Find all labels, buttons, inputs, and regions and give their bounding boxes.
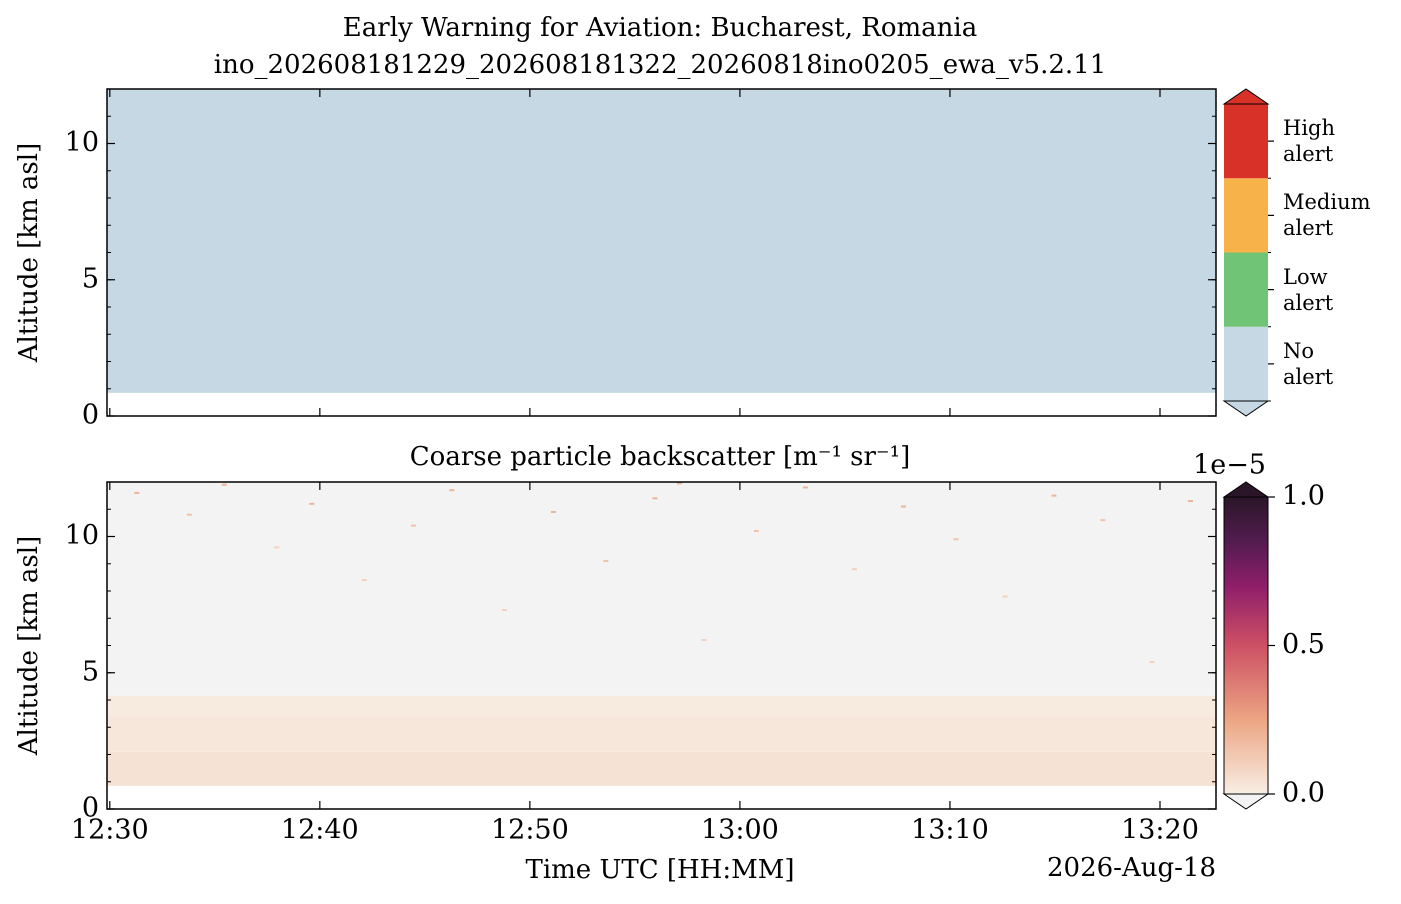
y-tick-label: 0 <box>82 400 99 431</box>
y-tick-label: 10 <box>65 520 99 551</box>
heatmap-cell <box>107 482 1216 696</box>
speckle <box>1100 519 1106 522</box>
y-axis-label: Altitude [km asl] <box>14 536 44 756</box>
y-axis-label: Altitude [km asl] <box>14 143 44 363</box>
speckle <box>1149 660 1155 663</box>
heatmap-cell <box>107 751 1216 786</box>
colorbar-label: Low alert <box>1283 264 1334 315</box>
speckle <box>1002 595 1008 598</box>
x-tick-label: 12:40 <box>281 815 359 846</box>
speckle <box>953 538 959 541</box>
speckle <box>1051 494 1057 497</box>
colorbar-extend <box>1222 400 1270 417</box>
chart-title: Coarse particle backscatter [m⁻¹ sr⁻¹] <box>410 442 910 472</box>
speckle <box>900 505 906 508</box>
date-label: 2026-Aug-18 <box>1047 853 1216 883</box>
heatmap-cell <box>107 695 1216 717</box>
speckle <box>309 502 315 505</box>
speckle <box>274 546 280 549</box>
x-tick-label: 12:50 <box>491 815 569 846</box>
chart-title: Early Warning for Aviation: Bucharest, R… <box>343 13 977 43</box>
speckle <box>501 609 507 612</box>
heatmap-cell <box>107 716 1216 752</box>
x-tick-label: 13:10 <box>911 815 989 846</box>
speckle <box>802 486 808 489</box>
colorbar-segment <box>1224 326 1268 401</box>
speckle <box>652 497 658 500</box>
speckle <box>1187 500 1193 503</box>
x-tick-label: 13:20 <box>1121 815 1199 846</box>
chart-subtitle: ino_202608181229_202608181322_20260818in… <box>214 50 1106 80</box>
speckle <box>676 482 682 485</box>
colorbar-gradient-bar <box>1224 497 1268 794</box>
colorbar-segment <box>1224 178 1268 253</box>
speckle <box>134 491 140 494</box>
heatmap-cell <box>107 89 1216 393</box>
colorbar-offset-label: 1e−5 <box>1193 450 1266 481</box>
colorbar-extend <box>1222 481 1270 498</box>
colorbar-label: No alert <box>1283 338 1334 389</box>
colorbar-tick-label: 1.0 <box>1282 481 1325 512</box>
speckle <box>361 579 367 582</box>
y-tick-label: 5 <box>82 263 99 294</box>
speckle <box>851 568 857 571</box>
speckle <box>753 530 759 533</box>
x-tick-label: 12:30 <box>71 815 149 846</box>
colorbar-label: Medium alert <box>1283 190 1371 241</box>
speckle <box>221 483 227 486</box>
speckle <box>410 524 416 527</box>
y-tick-label: 0 <box>82 793 99 824</box>
x-axis-label: Time UTC [HH:MM] <box>525 855 794 885</box>
y-tick-label: 5 <box>82 656 99 687</box>
speckle <box>449 489 455 492</box>
colorbar-extend <box>1222 793 1270 810</box>
colorbar-tick-label: 0.0 <box>1282 778 1325 809</box>
colorbar-extend <box>1222 88 1270 105</box>
colorbar-tick-label: 0.5 <box>1282 629 1325 660</box>
colorbar-segment <box>1224 104 1268 179</box>
speckle <box>701 639 707 642</box>
colorbar-segment <box>1224 252 1268 327</box>
speckle <box>603 560 609 563</box>
colorbar-label: High alert <box>1283 116 1335 167</box>
x-tick-label: 13:00 <box>701 815 779 846</box>
y-tick-label: 10 <box>65 127 99 158</box>
speckle <box>186 513 192 516</box>
speckle <box>550 510 556 513</box>
